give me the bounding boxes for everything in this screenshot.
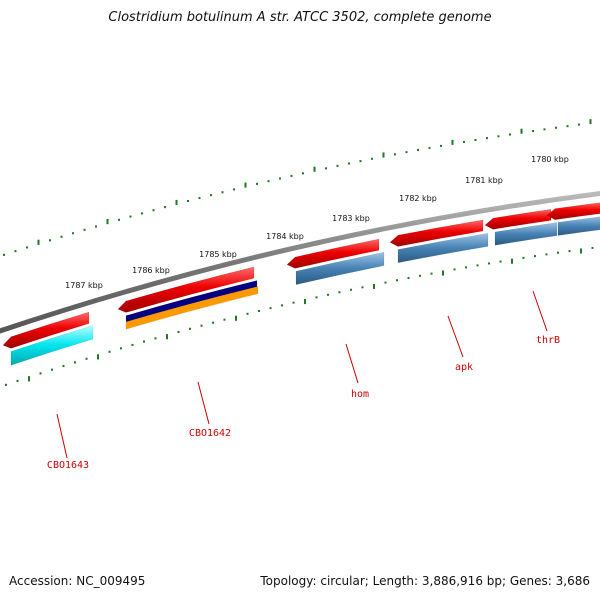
gene-label: thrB: [536, 335, 560, 346]
cyan-feature: [10, 325, 94, 366]
gene-label: CBO1643: [47, 460, 89, 471]
cds-block-next: [557, 216, 600, 236]
gene-label: CBO1642: [189, 428, 231, 439]
gene-leader-line: [345, 343, 359, 384]
map-title: Clostridium botulinum A str. ATCC 3502, …: [108, 10, 492, 25]
gene-arrow-cbo1643: [2, 311, 90, 349]
gene-leader-line: [447, 315, 464, 358]
ruler-label: 1782 kbp: [399, 194, 437, 203]
genome-summary-text: Topology: circular; Length: 3,886,916 bp…: [260, 574, 590, 588]
gene-features: [2, 202, 600, 366]
ruler-label: 1783 kbp: [332, 214, 370, 223]
cds-block-apk: [397, 232, 489, 264]
gene-arrow-apk: [389, 219, 484, 247]
outer-tick-ruler: [3, 119, 592, 256]
gene-arrow-next: [546, 202, 600, 221]
backbone-arc: [0, 191, 600, 334]
gene-leader-line: [197, 381, 210, 425]
gene-arrow-cbo1642: [117, 266, 255, 313]
gene-label: hom: [351, 389, 369, 400]
gene-leader-line: [532, 290, 548, 332]
ruler-label: 1780 kbp: [531, 155, 569, 164]
gene-arrow-hom: [286, 238, 380, 269]
cds-block-hom: [295, 251, 385, 285]
cds-block-thrb: [494, 222, 558, 246]
ruler-label: 1787 kbp: [65, 281, 103, 290]
genome-backbone: [0, 191, 600, 334]
gene-leader-line: [56, 413, 68, 459]
inner-tick-ruler: [5, 246, 594, 386]
ruler-label: 1781 kbp: [465, 176, 503, 185]
ruler-label: 1786 kbp: [132, 266, 170, 275]
ruler-label: 1784 kbp: [266, 232, 304, 241]
orange-feature: [125, 286, 259, 330]
ruler-label: 1785 kbp: [199, 250, 237, 259]
accession-text: Accession: NC_009495: [9, 574, 146, 588]
ruler-labels: 1780 kbp 1781 kbp 1782 kbp 1783 kbp 1784 kbp…: [65, 155, 569, 290]
gene-arrow-thrb: [484, 208, 552, 230]
gene-labels: CBO1643 CBO1642 hom apk thrB: [47, 290, 560, 471]
gene-label: apk: [455, 362, 473, 373]
